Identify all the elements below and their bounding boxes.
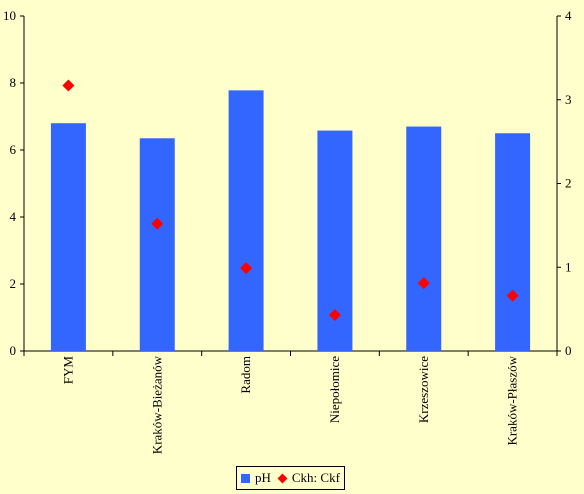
point-ckh-ckf [151,217,164,230]
left-y-tick-label: 4 [10,209,17,224]
left-y-tick-label: 8 [10,75,17,90]
legend-ph-swatch [241,473,250,483]
x-category-label: Radom [238,356,253,394]
point-ckh-ckf [328,308,341,321]
right-y-tick-label: 0 [565,343,572,358]
bar-ph [495,133,531,351]
bar-ph [228,90,264,352]
point-ckh-ckf [417,277,430,290]
bar-ph [406,126,442,351]
left-y-tick-label: 0 [10,343,17,358]
legend: pH Ckh: Ckf [236,466,345,490]
legend-ratio-swatch [277,473,288,483]
bar-ph [50,123,86,351]
bar-ph [139,138,175,351]
right-y-tick-label: 3 [565,92,572,107]
legend-ratio-label: Ckh: Ckf [291,470,340,485]
left-y-tick-label: 10 [3,8,16,23]
point-ckh-ckf [240,262,253,275]
point-ckh-ckf [62,79,75,92]
legend-ph-label: pH [255,470,271,485]
left-y-tick-label: 2 [10,276,17,291]
x-category-label: Krzeszowice [416,356,431,423]
x-category-label: Niepołomice [327,356,342,423]
right-y-tick-label: 4 [565,8,572,23]
right-y-tick-label: 1 [565,259,572,274]
left-y-tick-label: 6 [10,142,17,157]
x-category-label: Kraków-Bieżanów [149,355,164,454]
point-ckh-ckf [506,289,519,302]
x-category-label: Kraków-Płaszów [505,355,520,445]
plot-area [24,16,557,351]
x-category-label: FYM [60,356,75,385]
right-y-tick-label: 2 [565,176,572,191]
